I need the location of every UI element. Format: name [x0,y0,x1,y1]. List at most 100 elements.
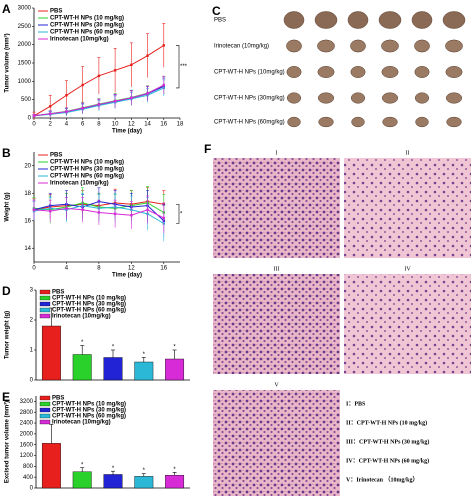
tumor-photo [378,11,402,29]
y-axis-label: Excised tumor volume (mm³) [4,401,11,483]
tumor-photo [317,92,335,104]
legend-swatch [39,401,51,407]
legend-swatch [39,395,51,401]
y-tick-label: 2500 [18,24,32,30]
legend-swatch [39,313,51,319]
image-label: I [276,150,278,156]
marker [162,44,165,47]
y-tick-label: 18 [24,191,31,197]
legend-line: II：CPT-WT-H NPs (10 mg/kg) [346,419,427,426]
legend-label: CPT-WT-H NPs (60 mg/kg) [52,414,126,420]
tumor-photo [381,92,399,104]
tumor-photo [286,92,302,104]
legend-label: Irinotecan (10mg/kg) [50,181,109,187]
histology-image [213,158,340,258]
marker [130,214,133,217]
annotation: * [173,345,176,351]
x-axis-label: Time (day) [112,273,142,279]
tumor-photo [414,39,430,53]
y-tick-label: 1000 [18,79,32,85]
legend-line: V：Irinotecan （10mg/kg） [346,475,419,483]
legend-label: Irinotecan (10mg/kg) [50,37,109,43]
x-tick-label: 8 [97,266,101,272]
annotation: * [143,468,146,474]
y-axis-label: Weight (g) [5,192,11,221]
marker [113,69,117,72]
x-tick-label: 0 [32,122,36,128]
legend-swatch [39,295,51,301]
legend-label: CPT-WT-H NPs (10 mg/kg) [52,296,126,302]
image-label: III [274,266,280,272]
legend-label: CPT-WT-H NPs (60 mg/kg) [50,30,124,36]
legend-label: CPT-WT-H NPs (60 mg/kg) [52,308,126,314]
panel-letter: D [2,284,11,298]
tumor-photo [286,66,302,78]
y-tick-label: 1200 [20,453,34,459]
image-label: IV [404,266,411,272]
y-axis-label: Tumor weight (g) [5,311,11,359]
tumor-photo [442,11,466,29]
legend-label: CPT-WT-H NPs (10 mg/kg) [50,160,124,166]
y-tick-label: 1600 [20,442,34,448]
y-tick-label: 20 [24,163,31,169]
x-tick-label: 8 [97,122,101,128]
annotation: *** [180,64,188,70]
marker [97,103,101,106]
marker [97,74,101,78]
marker [146,92,149,95]
x-tick-label: 12 [128,122,135,128]
legend-label: CPT-WT-H NPs (60 mg/kg) [50,174,124,180]
y-tick-label: 1 [30,348,34,354]
marker [162,216,165,220]
annotation: * [81,462,84,468]
panel-letter: E [2,390,10,404]
x-tick-label: 4 [65,122,69,128]
y-tick-label: 3 [30,288,34,294]
row-label: PBS [214,18,226,24]
x-tick-label: 16 [160,266,167,272]
legend-line: I：PBS [346,400,366,407]
x-axis-label: Time (day) [112,129,142,135]
bracket [176,45,180,89]
tumor-photo [314,11,338,29]
panel-letter: F [204,142,211,156]
y-tick-label: 800 [23,464,34,470]
legend-label: CPT-WT-H NPs (30 mg/kg) [50,167,124,173]
legend-label: CPT-WT-H NPs (10 mg/kg) [50,16,124,22]
tumor-photo [283,11,305,29]
tumor-photo [350,39,366,53]
legend-swatch [39,289,51,295]
tumor-photo [382,116,398,128]
marker [113,99,117,103]
y-tick-label: 3200 [20,399,34,405]
legend-swatch [39,301,51,307]
tumor-photo [411,11,433,29]
annotation: * [112,345,115,351]
bar [134,476,154,489]
legend-label: Irinotecan (10mg/kg) [52,420,111,426]
x-tick-label: 16 [160,122,167,128]
x-tick-label: 10 [112,122,119,128]
marker [113,212,117,216]
marker [130,63,133,67]
tumor-photo [445,92,463,104]
histology-image [213,390,340,496]
panel-letter: A [2,2,11,16]
bar [72,471,92,489]
tumor-photo [287,116,301,128]
row-label: CPT-WT-H NPs (10mg/kg) [214,70,285,76]
marker [32,114,36,117]
tumor-photo [445,39,463,53]
y-axis-label: Tumor volume (mm³) [4,33,11,92]
x-tick-label: 0 [32,266,36,272]
y-tick-label: 500 [21,97,32,103]
tumor-photo [381,66,399,78]
legend-swatch [39,419,51,425]
x-tick-label: 4 [65,266,69,272]
marker [65,94,68,97]
tumor-photo [446,116,462,128]
x-tick-label: 18 [177,122,184,128]
legend-label: PBS [52,396,64,402]
marker [97,211,101,214]
